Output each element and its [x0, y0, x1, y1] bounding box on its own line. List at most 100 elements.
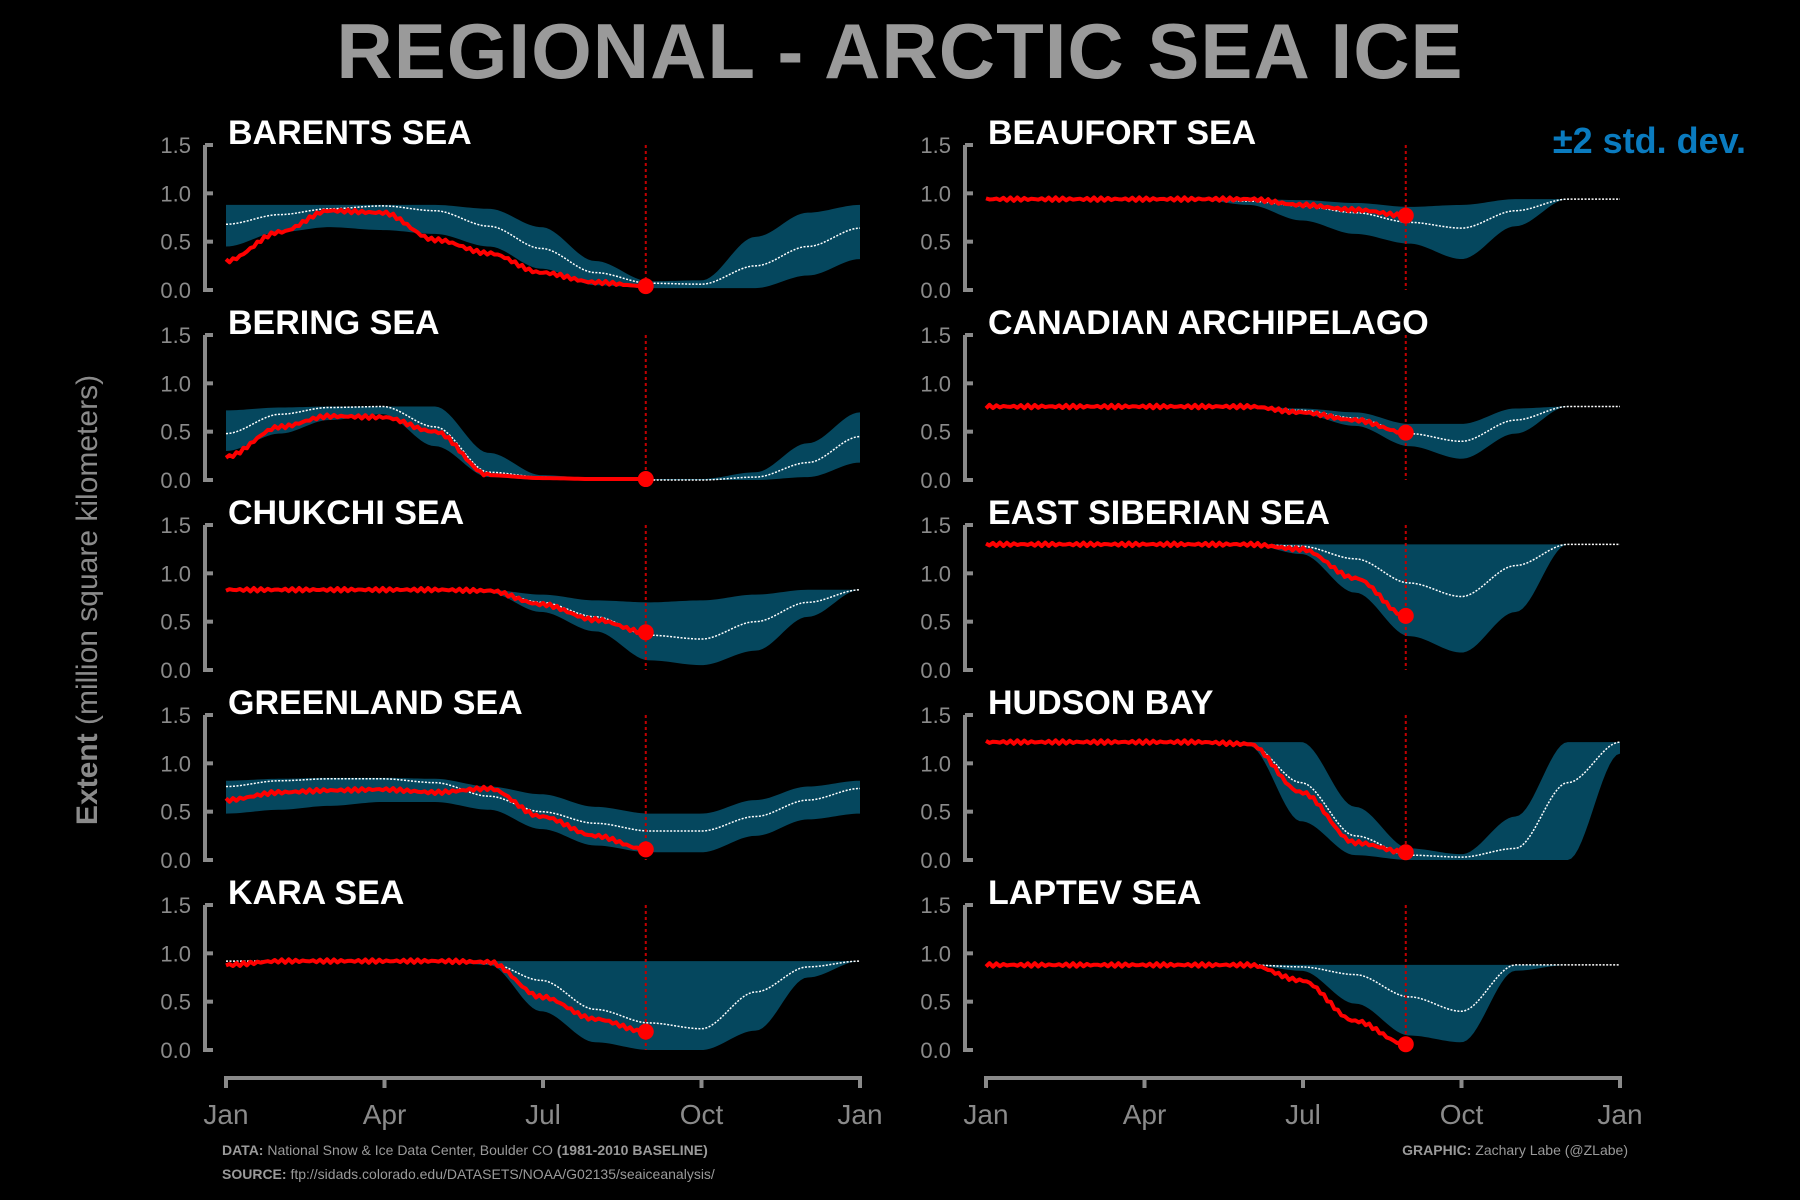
footer-graphic: GRAPHIC: Zachary Labe (@ZLabe)	[1402, 1142, 1628, 1158]
panel-title: BARENTS SEA	[228, 114, 472, 152]
y-tick-label: 1.5	[920, 133, 951, 158]
y-tick-label: 0.0	[160, 1038, 191, 1063]
x-tick-label: Oct	[1440, 1099, 1484, 1130]
footer-data-text: National Snow & Ice Data Center, Boulder…	[263, 1142, 557, 1158]
y-tick-label: 0.5	[920, 230, 951, 255]
y-axis-line	[203, 143, 213, 292]
x-tick-label: Jan	[837, 1099, 882, 1130]
panel-laptev-sea: 1.5 1.0 0.5 0.0 LAPTEV SEA Jan Apr Jul Oct Jan	[920, 874, 1642, 1130]
footer-data-label: DATA:	[222, 1142, 264, 1158]
footer-graphic-text: Zachary Labe (@ZLabe)	[1471, 1142, 1628, 1158]
y-tick-label: 0.5	[160, 990, 191, 1015]
mean-line	[225, 205, 861, 285]
std-dev-band	[986, 406, 1620, 459]
y-axis-line	[203, 713, 213, 862]
y-tick-label: 1.0	[920, 941, 951, 966]
current-year-line	[984, 402, 1408, 437]
x-tick-label: Jan	[963, 1099, 1008, 1130]
current-value-dot	[637, 1023, 654, 1040]
panel-bering-sea: 1.5 1.0 0.5 0.0 BERING SEA	[160, 304, 861, 493]
panel-title: BERING SEA	[228, 304, 440, 342]
x-tick-label: Apr	[1123, 1099, 1167, 1130]
footer-source-label: SOURCE:	[222, 1166, 287, 1182]
std-dev-band	[226, 204, 860, 289]
current-year-line	[225, 586, 648, 636]
y-tick-label: 1.0	[920, 561, 951, 586]
panel-kara-sea: 1.5 1.0 0.5 0.0 KARA SEA Jan Apr Jul Oct Jan	[160, 874, 882, 1130]
panel-greenland-sea: 1.5 1.0 0.5 0.0 GREENLAND SEA	[160, 684, 861, 873]
y-tick-label: 1.5	[920, 323, 951, 348]
y-axis-line	[203, 333, 213, 482]
current-value-dot	[1397, 607, 1414, 624]
panel-barents-sea: 1.5 1.0 0.5 0.0 BARENTS SEA	[160, 114, 861, 303]
mean-line	[986, 964, 1620, 1013]
current-value-dot	[1397, 1036, 1414, 1053]
y-tick-label: 0.0	[160, 848, 191, 873]
footer-source: SOURCE: ftp://sidads.colorado.edu/DATASE…	[222, 1166, 715, 1182]
y-axis-line	[203, 903, 213, 1052]
panel-title: KARA SEA	[228, 874, 404, 912]
footer-data: DATA: National Snow & Ice Data Center, B…	[222, 1142, 708, 1158]
current-value-dot	[637, 841, 654, 858]
panel-title: LAPTEV SEA	[988, 874, 1201, 912]
current-value-dot	[1397, 844, 1414, 861]
x-tick-label: Jul	[525, 1099, 561, 1130]
panel-east-siberian-sea: 1.5 1.0 0.5 0.0 EAST SIBERIAN SEA	[920, 494, 1620, 683]
y-tick-label: 1.5	[160, 513, 191, 538]
y-axis-line	[203, 523, 213, 672]
panel-hudson-bay: 1.5 1.0 0.5 0.0 HUDSON BAY	[920, 684, 1621, 873]
current-value-dot	[1397, 424, 1414, 441]
y-tick-label: 1.5	[160, 323, 191, 348]
panel-canadian-archipelago: 1.5 1.0 0.5 0.0 CANADIAN ARCHIPELAGO	[920, 304, 1620, 493]
panel-title: CANADIAN ARCHIPELAGO	[988, 304, 1429, 342]
y-axis-line	[963, 713, 973, 862]
y-tick-label: 0.5	[160, 230, 191, 255]
y-tick-label: 1.0	[920, 371, 951, 396]
current-year-line	[985, 540, 1407, 618]
y-tick-label: 1.0	[160, 561, 191, 586]
current-value-dot	[637, 624, 654, 641]
y-axis-line	[963, 143, 973, 292]
footer-graphic-label: GRAPHIC:	[1402, 1142, 1472, 1158]
y-tick-label: 1.5	[160, 703, 191, 728]
x-tick-label: Jan	[1597, 1099, 1642, 1130]
std-dev-band	[986, 742, 1620, 860]
y-axis-line	[963, 333, 973, 482]
y-tick-label: 1.5	[920, 703, 951, 728]
current-year-line	[225, 957, 647, 1034]
std-dev-band	[226, 961, 860, 1050]
y-tick-label: 1.0	[160, 751, 191, 776]
y-tick-label: 0.5	[920, 990, 951, 1015]
y-tick-label: 1.5	[920, 513, 951, 538]
x-tick-label: Oct	[680, 1099, 724, 1130]
footer-baseline: (1981-2010 BASELINE)	[556, 1142, 708, 1158]
current-value-dot	[637, 471, 654, 488]
y-tick-label: 0.5	[160, 800, 191, 825]
std-dev-band	[986, 964, 1620, 1043]
y-tick-label: 0.0	[160, 278, 191, 303]
y-tick-label: 0.5	[160, 610, 191, 635]
footer-source-text: ftp://sidads.colorado.edu/DATASETS/NOAA/…	[286, 1166, 715, 1182]
current-year-line	[224, 207, 647, 289]
x-tick-label: Jul	[1285, 1099, 1321, 1130]
current-year-line	[224, 784, 648, 853]
y-axis-line	[963, 523, 973, 672]
y-tick-label: 1.0	[160, 371, 191, 396]
panel-title: CHUKCHI SEA	[228, 494, 464, 532]
y-tick-label: 1.5	[920, 893, 951, 918]
current-value-dot	[637, 278, 654, 295]
y-tick-label: 0.5	[160, 420, 191, 445]
y-tick-label: 1.0	[920, 181, 951, 206]
std-dev-band	[986, 199, 1620, 260]
y-tick-label: 0.5	[920, 420, 951, 445]
current-year-line	[985, 195, 1407, 219]
x-tick-label: Jan	[203, 1099, 248, 1130]
x-tick-label: Apr	[363, 1099, 407, 1130]
current-year-line	[984, 961, 1407, 1048]
panel-title: HUDSON BAY	[988, 684, 1214, 722]
y-tick-label: 1.5	[160, 133, 191, 158]
y-tick-label: 0.5	[920, 800, 951, 825]
panel-beaufort-sea: 1.5 1.0 0.5 0.0 BEAUFORT SEA	[920, 114, 1620, 303]
y-tick-label: 0.0	[920, 278, 951, 303]
